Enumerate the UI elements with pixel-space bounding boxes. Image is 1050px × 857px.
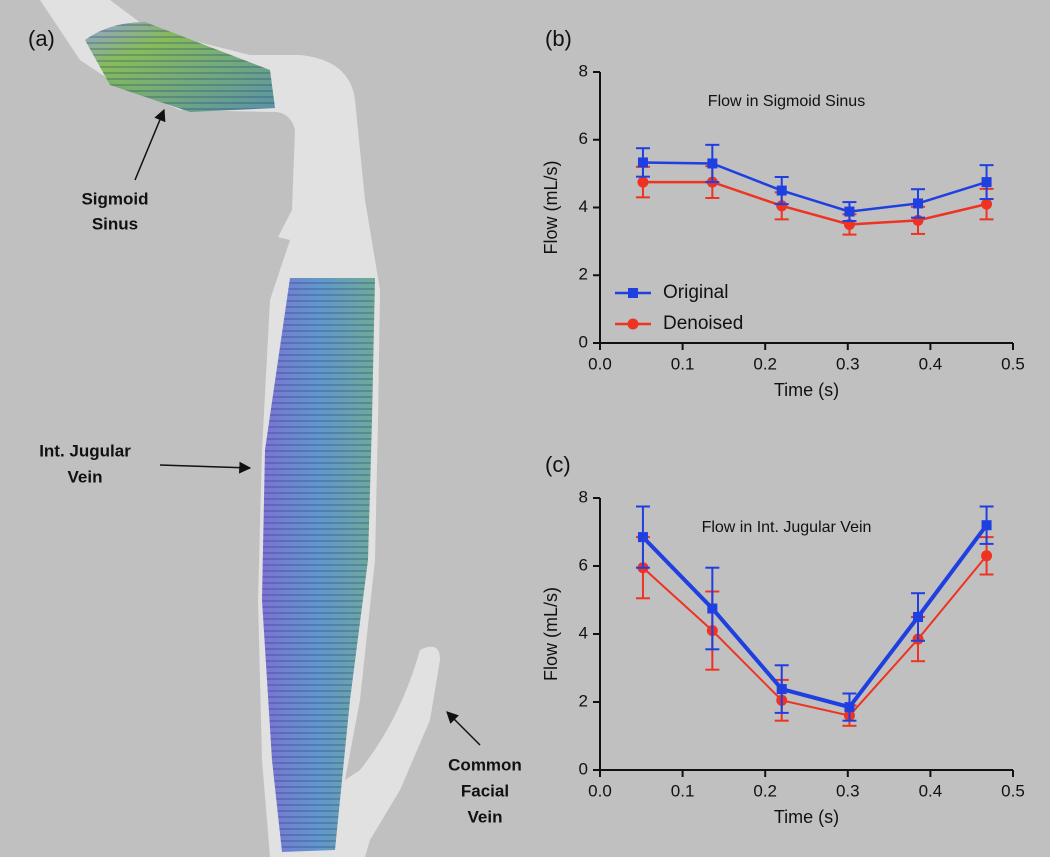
- marker: [637, 532, 648, 543]
- marker: [637, 176, 649, 188]
- vessel: [40, 0, 440, 857]
- x-tick-label: 0.4: [919, 354, 943, 373]
- y-tick-label: 2: [579, 691, 588, 710]
- marker: [776, 185, 787, 196]
- x-axis-label: Time (s): [774, 807, 839, 827]
- y-tick-label: 8: [579, 61, 588, 80]
- marker: [637, 157, 648, 168]
- legend-marker: [628, 288, 638, 298]
- annotation: Common: [448, 755, 522, 774]
- legend-label: Denoised: [663, 313, 743, 334]
- y-tick-label: 6: [579, 129, 588, 148]
- annotation: Sinus: [92, 214, 138, 233]
- panel-label: (c): [545, 452, 571, 477]
- jugular-stripes: [262, 278, 375, 852]
- annotation: Sigmoid: [81, 189, 148, 208]
- x-tick-label: 0.1: [671, 354, 695, 373]
- y-tick-label: 0: [579, 759, 588, 778]
- x-tick-label: 0.5: [1001, 354, 1025, 373]
- marker: [981, 550, 993, 562]
- y-tick-label: 4: [579, 197, 588, 216]
- arrow: [446, 711, 481, 746]
- marker: [913, 612, 924, 622]
- panel-label: (b): [545, 26, 572, 51]
- marker: [981, 177, 992, 188]
- series-line: [641, 524, 989, 710]
- x-tick-label: 0.5: [1001, 781, 1025, 800]
- marker: [776, 684, 787, 695]
- series-line: [642, 180, 987, 226]
- panel-label: (a): [28, 26, 55, 51]
- legend-marker: [627, 318, 639, 330]
- x-tick-label: 0.2: [753, 354, 777, 373]
- x-tick-label: 0.3: [836, 781, 860, 800]
- legend-label: Original: [663, 282, 728, 303]
- y-axis-label: Flow (mL/s): [541, 161, 561, 255]
- series-line: [642, 555, 988, 717]
- y-axis-label: Flow (mL/s): [541, 587, 561, 681]
- x-tick-label: 0.4: [919, 781, 943, 800]
- y-tick-label: 6: [579, 555, 588, 574]
- annotation: Vein: [468, 807, 503, 826]
- vessel-render: [40, 0, 440, 857]
- y-tick-label: 8: [579, 487, 588, 506]
- x-tick-label: 0.3: [836, 354, 860, 373]
- annotation: Facial: [461, 781, 509, 800]
- y-tick-label: 2: [579, 265, 588, 284]
- marker: [707, 158, 718, 169]
- x-tick-label: 0.0: [588, 781, 612, 800]
- arrow: [134, 108, 166, 181]
- marker: [776, 200, 788, 212]
- y-tick-label: 4: [579, 623, 588, 642]
- arrow: [159, 461, 252, 474]
- chart-title: Flow in Sigmoid Sinus: [708, 93, 865, 110]
- marker: [707, 603, 718, 614]
- marker: [981, 520, 992, 531]
- chart-title: Flow in Int. Jugular Vein: [702, 519, 872, 536]
- annotation: Vein: [68, 467, 103, 486]
- marker: [981, 198, 993, 210]
- marker: [844, 702, 855, 713]
- series-line: [642, 161, 987, 213]
- marker: [844, 206, 855, 217]
- annotation: Int. Jugular: [39, 441, 131, 460]
- sinus-stripes: [85, 22, 275, 112]
- x-tick-label: 0.2: [753, 781, 777, 800]
- marker: [913, 198, 924, 209]
- x-axis-label: Time (s): [774, 380, 839, 400]
- x-tick-label: 0.1: [671, 781, 695, 800]
- x-tick-label: 0.0: [588, 354, 612, 373]
- y-tick-label: 0: [579, 332, 588, 351]
